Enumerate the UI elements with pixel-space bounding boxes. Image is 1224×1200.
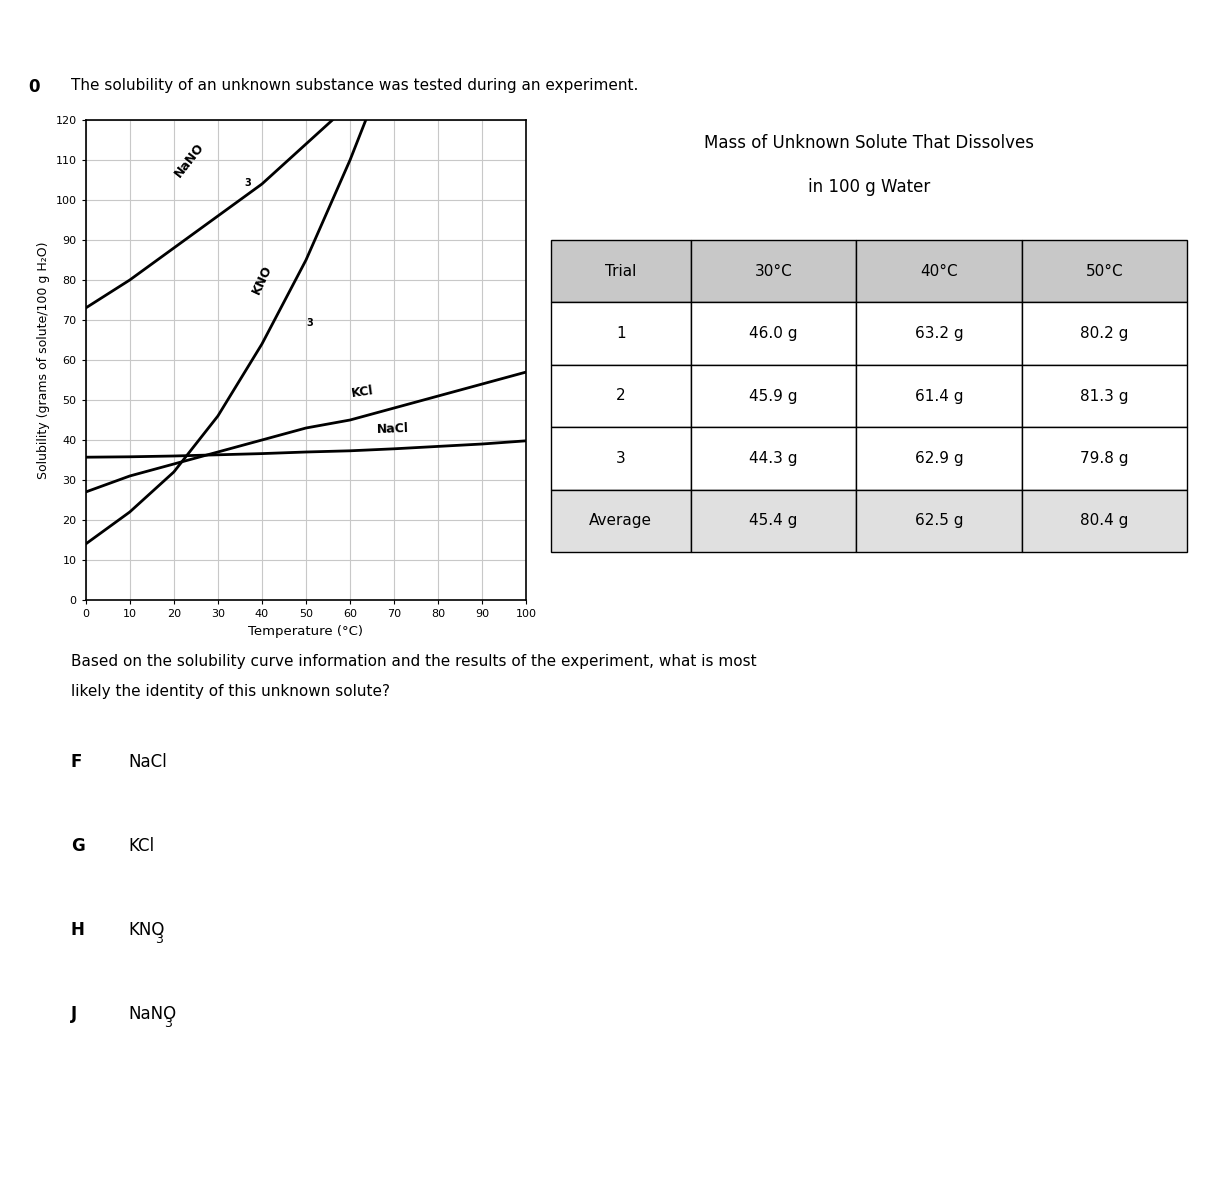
Text: 80.2 g: 80.2 g bbox=[1081, 326, 1129, 341]
Text: 44.3 g: 44.3 g bbox=[749, 451, 798, 466]
Text: 3: 3 bbox=[155, 934, 163, 946]
Text: KCl: KCl bbox=[129, 838, 154, 854]
Text: The solubility of an unknown substance was tested during an experiment.: The solubility of an unknown substance w… bbox=[71, 78, 639, 92]
Bar bbox=[551, 240, 690, 302]
Bar bbox=[690, 490, 857, 552]
Text: Mass of Unknown Solute That Dissolves: Mass of Unknown Solute That Dissolves bbox=[704, 134, 1034, 152]
Text: 3: 3 bbox=[245, 178, 251, 188]
Text: NaNO: NaNO bbox=[129, 1006, 176, 1022]
Text: Trial: Trial bbox=[605, 264, 636, 278]
X-axis label: Temperature (°C): Temperature (°C) bbox=[248, 624, 364, 637]
Text: H: H bbox=[71, 922, 84, 938]
Bar bbox=[690, 365, 857, 427]
Text: G: G bbox=[71, 838, 84, 854]
Bar bbox=[690, 427, 857, 490]
Bar bbox=[857, 240, 1022, 302]
Text: KCl: KCl bbox=[350, 384, 375, 400]
Text: 45.9 g: 45.9 g bbox=[749, 389, 798, 403]
Bar bbox=[551, 302, 690, 365]
Text: in 100 g Water: in 100 g Water bbox=[808, 178, 930, 196]
Text: 80.4 g: 80.4 g bbox=[1081, 514, 1129, 528]
Text: 40°C: 40°C bbox=[920, 264, 958, 278]
Text: J: J bbox=[71, 1006, 77, 1022]
Text: 79.8 g: 79.8 g bbox=[1081, 451, 1129, 466]
Text: 62.9 g: 62.9 g bbox=[914, 451, 963, 466]
Bar bbox=[690, 302, 857, 365]
Bar bbox=[551, 490, 690, 552]
Bar bbox=[1022, 365, 1187, 427]
Text: NaCl: NaCl bbox=[129, 754, 168, 770]
Text: Average: Average bbox=[589, 514, 652, 528]
Text: 30°C: 30°C bbox=[755, 264, 792, 278]
Bar bbox=[857, 490, 1022, 552]
Text: 3: 3 bbox=[616, 451, 625, 466]
Text: 2: 2 bbox=[616, 389, 625, 403]
Bar bbox=[857, 365, 1022, 427]
Text: 61.4 g: 61.4 g bbox=[914, 389, 963, 403]
Text: 3: 3 bbox=[164, 1018, 171, 1030]
Text: 63.2 g: 63.2 g bbox=[914, 326, 963, 341]
Text: NaNO: NaNO bbox=[173, 140, 207, 180]
Text: 1: 1 bbox=[616, 326, 625, 341]
Text: 46.0 g: 46.0 g bbox=[749, 326, 798, 341]
Bar bbox=[857, 302, 1022, 365]
Text: F: F bbox=[71, 754, 82, 770]
Text: likely the identity of this unknown solute?: likely the identity of this unknown solu… bbox=[71, 684, 390, 698]
Text: 62.5 g: 62.5 g bbox=[914, 514, 963, 528]
Text: KNO: KNO bbox=[250, 263, 275, 296]
Text: 45.4 g: 45.4 g bbox=[749, 514, 798, 528]
Bar bbox=[1022, 240, 1187, 302]
Text: NaCl: NaCl bbox=[377, 422, 409, 436]
Text: 0: 0 bbox=[28, 78, 39, 96]
Text: 50°C: 50°C bbox=[1086, 264, 1124, 278]
Bar bbox=[1022, 427, 1187, 490]
Text: 81.3 g: 81.3 g bbox=[1081, 389, 1129, 403]
Text: KNO: KNO bbox=[129, 922, 165, 938]
Bar bbox=[857, 427, 1022, 490]
Bar bbox=[690, 240, 857, 302]
Bar bbox=[551, 365, 690, 427]
Bar bbox=[551, 427, 690, 490]
Y-axis label: Solubility (grams of solute/100 g H₂O): Solubility (grams of solute/100 g H₂O) bbox=[37, 241, 50, 479]
Text: 3: 3 bbox=[306, 318, 313, 328]
Text: Based on the solubility curve information and the results of the experiment, wha: Based on the solubility curve informatio… bbox=[71, 654, 756, 670]
Bar bbox=[1022, 490, 1187, 552]
Bar bbox=[1022, 302, 1187, 365]
